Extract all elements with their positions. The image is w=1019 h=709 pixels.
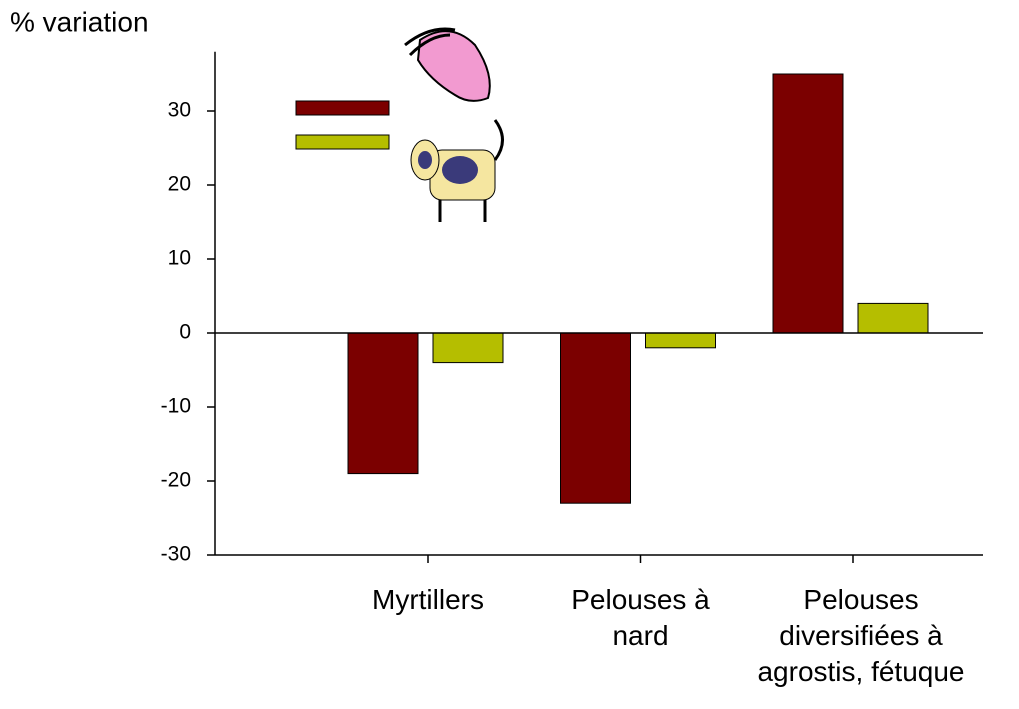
y-tick-label: 0 [179,321,191,344]
y-tick-label: -10 [161,395,191,418]
chart: % variation -30-20-100102030 MyrtillersP… [0,0,1019,709]
x-tick-label: Myrtillers [308,582,548,618]
legend-swatch [296,101,389,115]
y-tick-label: -20 [161,469,191,492]
y-tick-label: 30 [168,99,191,122]
y-axis-title: % variation [10,6,149,37]
y-tick-label: 20 [168,173,191,196]
bar [433,333,503,363]
x-tick-label: Pelouses diversifiées à agrostis, fétuqu… [741,582,981,690]
bar [773,74,843,333]
x-tick-label: Pelouses à nard [521,582,761,654]
bar [646,333,716,348]
y-tick-label: -30 [161,543,191,566]
bar [858,303,928,333]
horse-icon [405,29,490,101]
cow-icon [411,120,503,222]
bar [348,333,418,474]
legend-swatch [296,135,389,149]
y-tick-label: 10 [168,247,191,270]
bar [561,333,631,503]
